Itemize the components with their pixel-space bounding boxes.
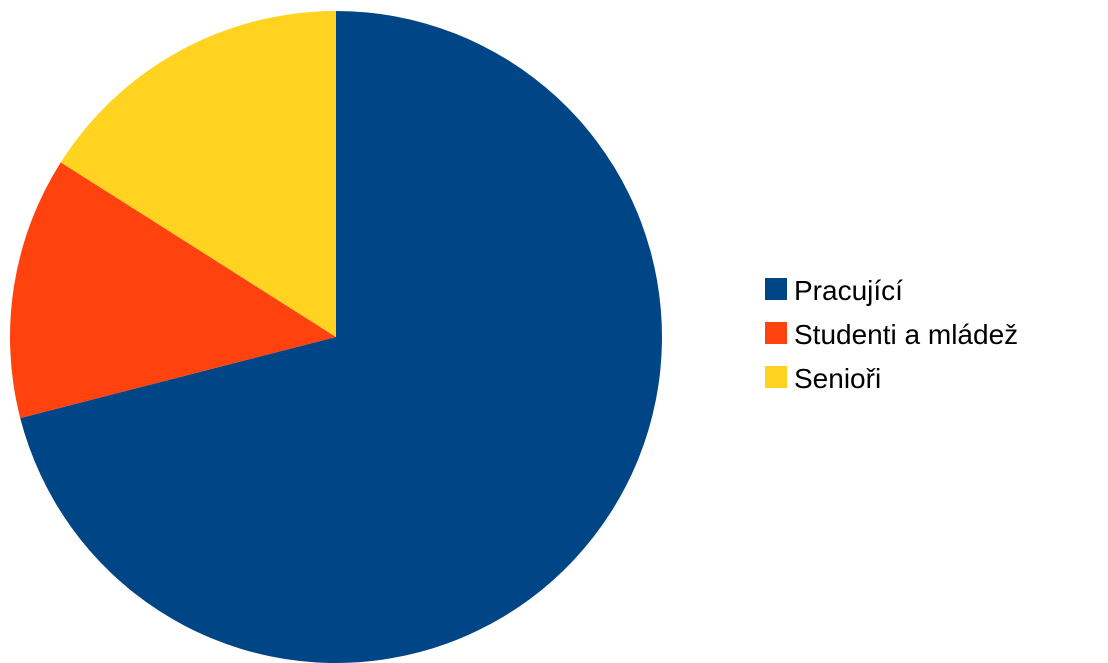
pie-slice-3 — [60, 11, 336, 337]
pie-slices — [9, 11, 662, 663]
pie-slice-1 — [20, 11, 662, 663]
legend-label-3: Senioři — [794, 363, 881, 394]
legend-swatch-2 — [765, 322, 787, 344]
legend-swatch-3 — [765, 366, 787, 388]
legend-label-1: Pracující — [794, 275, 903, 306]
chart-legend: Pracující Studenti a mládež Senioři — [765, 275, 1018, 394]
legend-label-2: Studenti a mládež — [794, 319, 1018, 350]
pie-slice-2 — [9, 162, 337, 419]
legend-swatch-1 — [765, 278, 787, 300]
